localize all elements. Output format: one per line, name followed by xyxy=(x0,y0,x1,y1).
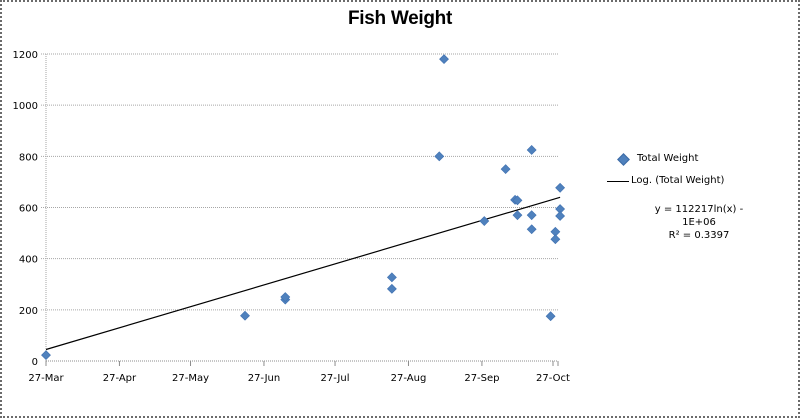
diamond-point xyxy=(439,54,449,65)
y-tick-label: 200 xyxy=(19,306,38,317)
x-tick-label: 27-Sep xyxy=(464,373,499,384)
y-tick-label: 1200 xyxy=(13,50,38,61)
chart-title: Fish Weight xyxy=(347,8,452,29)
gridlines xyxy=(41,53,558,311)
diamond-point xyxy=(512,210,523,221)
line-marker-icon xyxy=(607,181,629,182)
y-tick-label: 600 xyxy=(19,204,38,215)
diamond-point xyxy=(386,272,397,283)
diamond-point xyxy=(555,182,566,193)
x-tick-label: 27-Jun xyxy=(248,373,281,384)
x-tick-label: 27-Aug xyxy=(391,373,427,384)
diamond-point xyxy=(434,151,445,162)
diamond-point xyxy=(526,210,537,221)
diamond-marker-icon xyxy=(617,153,630,166)
diamond-point xyxy=(479,216,490,226)
diamond-point xyxy=(500,164,511,175)
diamond-point xyxy=(550,234,561,245)
y-tick-label: 800 xyxy=(19,152,38,163)
diamond-point xyxy=(240,310,250,321)
diamond-point xyxy=(545,311,556,322)
trendline-equation: y = 112217ln(x) - 1E+06 R² = 0.3397 xyxy=(639,203,759,242)
legend: Total Weight Log. (Total Weight) xyxy=(605,150,785,194)
axes xyxy=(45,54,559,366)
diamond-point xyxy=(41,350,51,361)
diamond-point xyxy=(555,211,566,221)
x-tick-label: 27-Apr xyxy=(103,373,137,384)
diamond-point xyxy=(526,145,537,155)
x-tick-label: 27-Jul xyxy=(321,373,350,384)
y-tick-label: 1000 xyxy=(13,101,38,112)
x-tick-label: 27-Mar xyxy=(28,373,64,384)
diamond-point xyxy=(512,195,523,206)
x-axis-labels: 27-Mar 27-Apr 27-May 27-Jun 27-Jul 27-Aug 27-S… xyxy=(28,373,570,384)
legend-label: Log. (Total Weight) xyxy=(631,175,725,186)
trendline xyxy=(45,196,561,351)
diamond-point xyxy=(280,292,291,302)
trendline-path xyxy=(45,196,561,351)
equation-text: y = 112217ln(x) - 1E+06 xyxy=(654,204,744,228)
legend-item-log-trendline: Log. (Total Weight) xyxy=(605,172,785,194)
y-tick-label: 400 xyxy=(19,255,38,266)
legend-item-total-weight: Total Weight xyxy=(605,150,785,172)
y-tick-label: 0 xyxy=(32,357,38,368)
y-axis-labels: 0 200 400 600 800 1000 1200 xyxy=(13,50,38,368)
legend-label: Total Weight xyxy=(637,153,699,164)
data-points xyxy=(41,54,566,361)
diamond-point xyxy=(386,283,397,294)
x-tick-label: 27-May xyxy=(172,373,209,384)
diamond-point xyxy=(526,224,537,235)
r-squared-text: R² = 0.3397 xyxy=(668,230,730,241)
x-tick-label: 27-Oct xyxy=(536,373,570,384)
